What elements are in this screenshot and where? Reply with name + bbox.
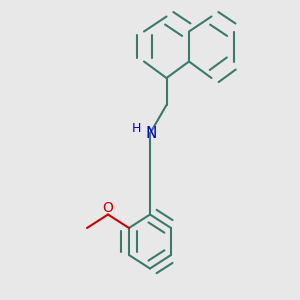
Text: O: O <box>103 202 113 215</box>
Text: H: H <box>132 122 141 136</box>
Text: N: N <box>146 126 157 141</box>
